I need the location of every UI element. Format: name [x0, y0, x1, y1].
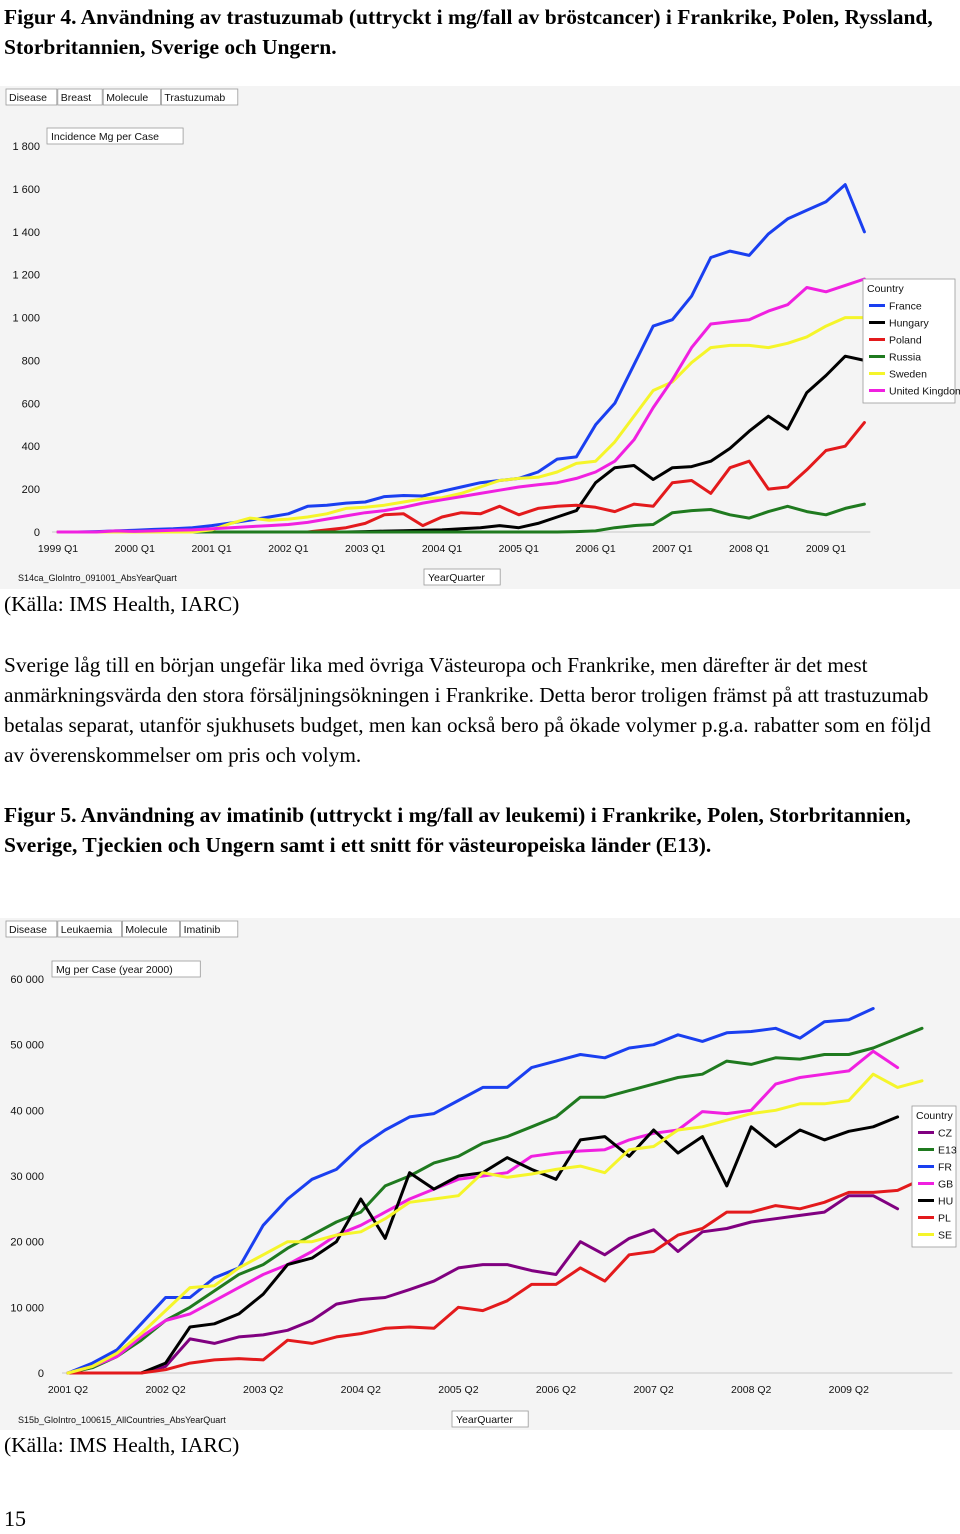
fig5-x-tick-label: 2007 Q2 — [633, 1384, 673, 1396]
fig5-filter-label-disease: Disease — [9, 924, 47, 936]
fig5-legend-item-se: SE — [938, 1230, 952, 1242]
figure-5-chart: Disease Leukaemia Molecule Imatinib Mg per C… — [0, 918, 960, 1430]
fig4-filter-label-disease: Disease — [9, 92, 47, 104]
fig5-footer-code: S15b_GloIntro_100615_AllCountries_AbsYea… — [18, 1415, 226, 1425]
fig5-measure-label: Mg per Case (year 2000) — [56, 964, 173, 976]
fig5-legend-item-pl: PL — [938, 1213, 951, 1225]
fig4-chart-background — [0, 86, 960, 589]
fig4-measure-box — [46, 127, 184, 145]
fig5-series-line-pl — [66, 1177, 924, 1375]
fig4-x-tick-label: 2000 Q1 — [115, 543, 155, 555]
fig5-series-line-se — [66, 1072, 924, 1375]
figure-5-source: (Källa: IMS Health, IARC) — [4, 1433, 240, 1457]
fig4-x-tick-label: 2002 Q1 — [268, 543, 308, 555]
fig4-x-axis-title-box — [423, 568, 501, 586]
fig5-x-tick-label: 2008 Q2 — [731, 1384, 771, 1396]
fig5-x-tick-label: 2001 Q2 — [48, 1384, 88, 1396]
fig4-legend-item-poland: Poland — [889, 335, 922, 347]
fig4-filter-box-trastuzumab — [160, 88, 239, 106]
fig5-legend-item-hu: HU — [938, 1196, 953, 1208]
fig5-y-tick-label: 60 000 — [10, 974, 44, 986]
fig4-x-tick-label: 2008 Q1 — [729, 543, 769, 555]
fig4-series-line-united-kingdom — [56, 277, 866, 534]
fig5-series-line-gb — [66, 1049, 900, 1375]
figure-5-caption: Figur 5. Användning av imatinib (uttryck… — [4, 803, 911, 857]
fig5-filter-label-leukaemia: Leukaemia — [61, 924, 113, 936]
fig5-y-tick-label: 30 000 — [10, 1171, 44, 1183]
fig5-y-tick-label: 50 000 — [10, 1040, 44, 1052]
fig4-legend-title: Country — [867, 283, 905, 295]
page-number: 15 — [4, 1506, 26, 1531]
fig5-legend-item-gb: GB — [938, 1179, 953, 1191]
fig4-series-line-france — [56, 183, 866, 534]
fig5-filter-box-disease — [5, 920, 58, 938]
figure-4-source: (Källa: IMS Health, IARC) — [4, 592, 240, 616]
fig5-x-axis-title-box — [451, 1410, 529, 1428]
fig5-filter-label-molecule: Molecule — [125, 924, 167, 936]
fig5-filter-box-molecule — [122, 920, 181, 938]
fig4-filter-box-disease — [5, 88, 58, 106]
fig5-series-line-cz — [66, 1194, 900, 1375]
fig4-y-tick-label: 1 200 — [12, 270, 40, 282]
fig4-y-tick-label: 1 600 — [12, 184, 40, 196]
fig4-legend-item-russia: Russia — [889, 352, 921, 364]
body-paragraph: Sverige låg till en början ungefär lika … — [4, 653, 931, 767]
fig4-x-tick-label: 2004 Q1 — [422, 543, 462, 555]
fig4-filter-box-molecule — [102, 88, 161, 106]
fig5-measure-box — [51, 960, 201, 978]
fig4-x-tick-label: 2005 Q1 — [499, 543, 539, 555]
fig5-y-tick-label: 10 000 — [10, 1302, 44, 1314]
fig4-y-tick-label: 600 — [22, 398, 40, 410]
fig4-series-line-sweden — [56, 316, 866, 534]
fig4-footer-code: S14ca_GloIntro_091001_AbsYearQuart — [18, 573, 177, 583]
fig4-x-tick-label: 2006 Q1 — [575, 543, 615, 555]
fig5-legend-item-fr: FR — [938, 1162, 952, 1174]
fig5-legend-title: Country — [916, 1110, 954, 1122]
fig4-legend-item-france: France — [889, 301, 922, 313]
fig5-legend-box — [911, 1105, 957, 1248]
figure-4-chart: Disease Breast Molecule Trastuzumab Incidenc… — [0, 86, 960, 589]
fig4-legend-item-united-kingdom: United Kingdom — [889, 386, 960, 398]
fig5-x-tick-label: 2002 Q2 — [145, 1384, 185, 1396]
fig4-filter-label-trastuzumab: Trastuzumab — [164, 92, 225, 104]
fig4-filter-label-breast: Breast — [61, 92, 91, 104]
fig5-legend-item-e13: E13 — [938, 1145, 957, 1157]
fig5-legend-item-cz: CZ — [938, 1128, 953, 1140]
fig5-x-tick-label: 2009 Q2 — [829, 1384, 869, 1396]
fig4-filter-label-molecule: Molecule — [106, 92, 148, 104]
fig5-series-line-e13 — [66, 1026, 924, 1375]
fig4-x-tick-label: 2009 Q1 — [806, 543, 846, 555]
fig5-filter-label-imatinib: Imatinib — [184, 924, 221, 936]
fig4-x-tick-label: 1999 Q1 — [38, 543, 78, 555]
fig4-x-tick-label: 2001 Q1 — [191, 543, 231, 555]
fig4-measure-label: Incidence Mg per Case — [51, 131, 159, 143]
fig4-y-tick-label: 0 — [34, 527, 40, 539]
fig4-y-tick-label: 400 — [22, 441, 40, 453]
fig5-x-tick-label: 2004 Q2 — [341, 1384, 381, 1396]
figure-4-caption: Figur 4. Användning av trastuzumab (uttr… — [4, 5, 933, 59]
fig5-x-axis-title: YearQuarter — [456, 1414, 513, 1426]
fig4-filter-box-breast — [57, 88, 103, 106]
fig4-legend-item-hungary: Hungary — [889, 318, 929, 330]
fig4-x-tick-label: 2003 Q1 — [345, 543, 385, 555]
fig5-filter-box-leukaemia — [57, 920, 122, 938]
fig5-x-tick-label: 2005 Q2 — [438, 1384, 478, 1396]
fig5-y-tick-label: 0 — [38, 1368, 44, 1380]
fig4-y-tick-label: 1 400 — [12, 227, 40, 239]
fig5-y-tick-label: 40 000 — [10, 1105, 44, 1117]
fig4-x-tick-label: 2007 Q1 — [652, 543, 692, 555]
fig4-y-tick-label: 1 800 — [12, 141, 40, 153]
fig5-x-tick-label: 2006 Q2 — [536, 1384, 576, 1396]
fig5-x-tick-label: 2003 Q2 — [243, 1384, 283, 1396]
fig4-y-tick-label: 200 — [22, 484, 40, 496]
fig4-x-axis-title: YearQuarter — [428, 572, 485, 584]
fig4-y-tick-label: 800 — [22, 355, 40, 367]
fig4-y-tick-label: 1 000 — [12, 313, 40, 325]
fig5-filter-box-imatinib — [180, 920, 239, 938]
fig4-legend-item-sweden: Sweden — [889, 369, 927, 381]
fig5-y-tick-label: 20 000 — [10, 1237, 44, 1249]
